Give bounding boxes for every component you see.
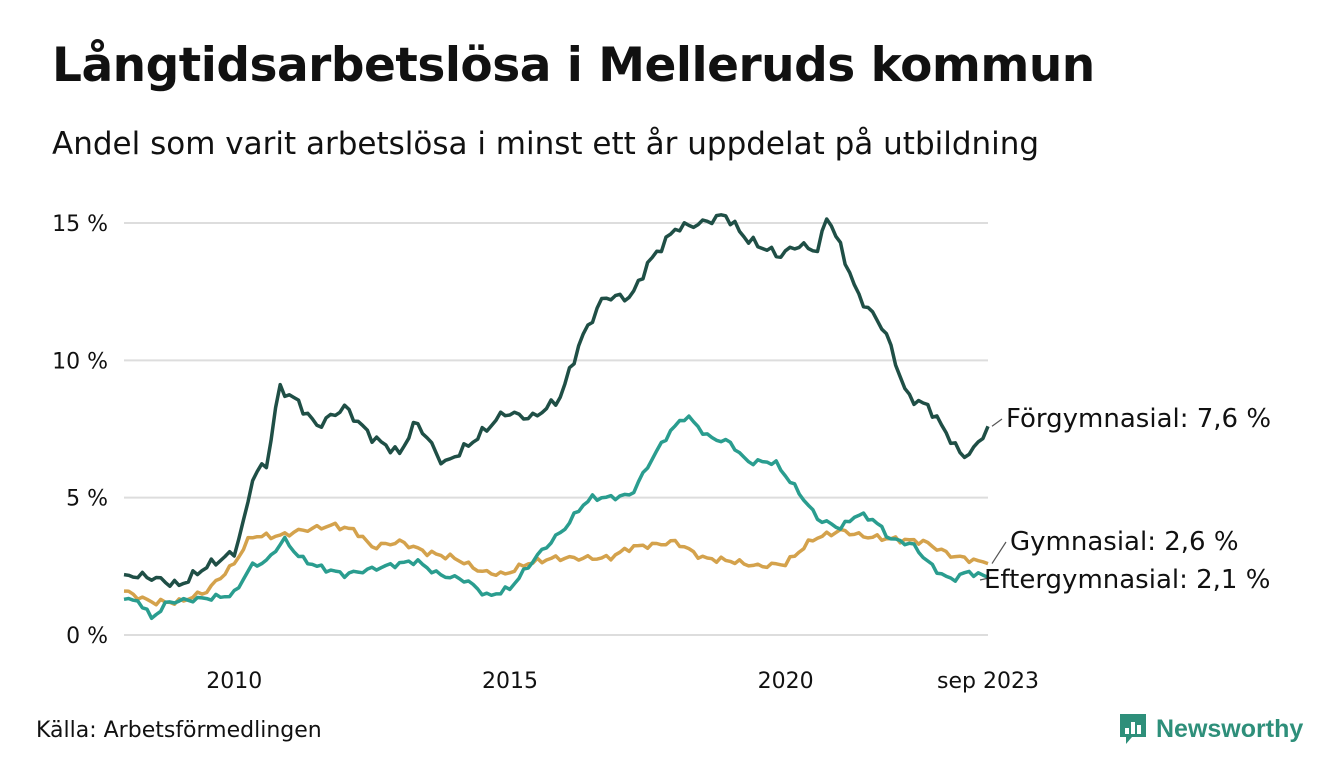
x-axis-tick-labels: 2010 2015 2020 sep 2023 [206, 669, 1039, 694]
y-tick-label: 10 % [52, 349, 108, 374]
series-line-eftergymnasial [123, 414, 989, 621]
x-tick-label: sep 2023 [937, 669, 1039, 694]
y-axis-tick-labels: 0 % 5 % 10 % 15 % [52, 212, 108, 649]
series-end-labels: Förgymnasial: 7,6 % Gymnasial: 2,6 % Efter… [979, 404, 1271, 595]
series-end-label: Gymnasial: 2,6 % [1010, 527, 1239, 557]
label-connector [979, 576, 993, 581]
line-chart: 0 % 5 % 10 % 15 % 2010 2015 2020 sep 2023 Förg… [52, 212, 1271, 694]
y-tick-label: 15 % [52, 212, 108, 237]
newsworthy-logo-icon [1120, 714, 1146, 744]
y-tick-label: 0 % [66, 624, 108, 649]
x-tick-label: 2020 [758, 669, 814, 694]
brand-name: Newsworthy [1156, 714, 1304, 743]
series-line-gymnasial [123, 521, 989, 607]
label-connector [991, 541, 1007, 564]
x-tick-label: 2010 [206, 669, 262, 694]
chart-subtitle: Andel som varit arbetslösa i minst ett å… [52, 126, 1040, 162]
series-end-label: Förgymnasial: 7,6 % [1006, 404, 1271, 434]
gridlines [124, 222, 988, 636]
brand-logo: Newsworthy [1118, 712, 1303, 746]
source-note: Källa: Arbetsförmedlingen [36, 718, 322, 743]
label-connector [991, 418, 1003, 427]
series-line-förgymnasial [123, 213, 990, 589]
x-tick-label: 2015 [482, 669, 538, 694]
series-lines [123, 213, 990, 621]
series-end-label: Eftergymnasial: 2,1 % [984, 565, 1270, 595]
y-tick-label: 5 % [66, 487, 108, 512]
chart-title: Långtidsarbetslösa i Melleruds kommun [52, 38, 1095, 93]
